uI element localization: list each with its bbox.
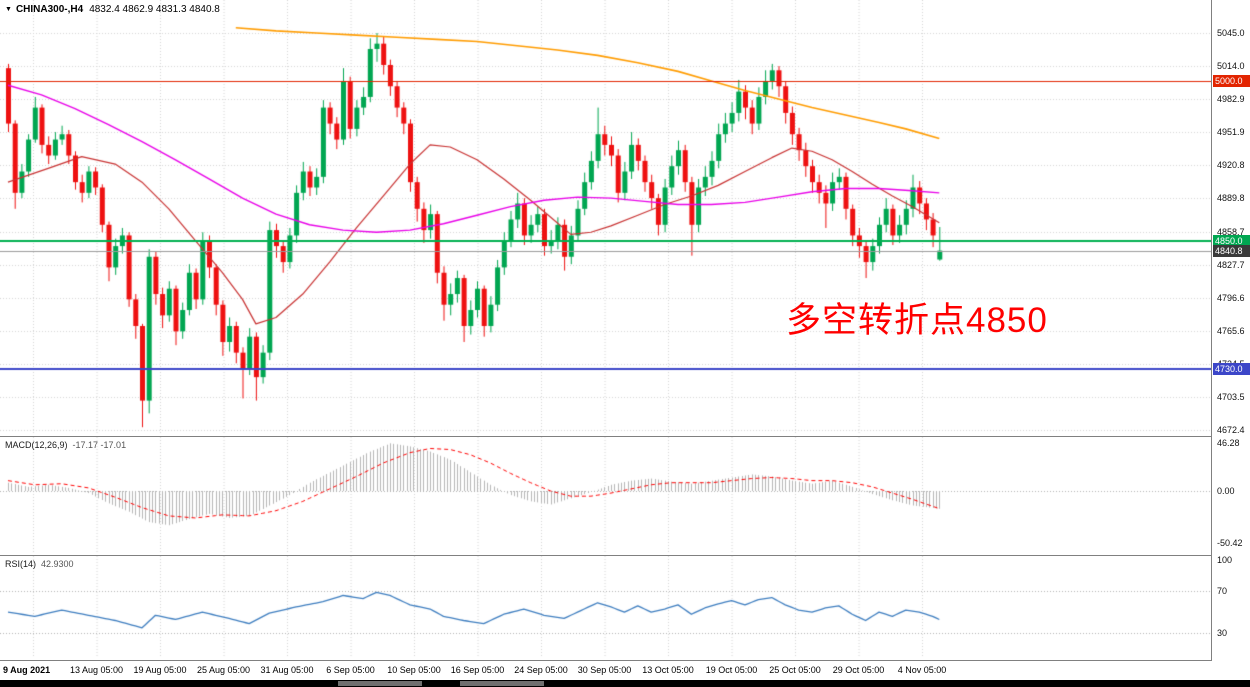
time-axis-label: 24 Sep 05:00 [514, 665, 568, 675]
price-axis-label: 5014.0 [1217, 61, 1245, 72]
macd-axis-label: 46.28 [1217, 438, 1240, 448]
time-axis-label: 13 Oct 05:00 [642, 665, 694, 675]
time-axis-label: 19 Aug 05:00 [133, 665, 187, 675]
chart-ohlc-values: 4832.4 4862.9 4831.3 4840.8 [89, 4, 220, 15]
rsi-axis-label: 30 [1217, 628, 1228, 638]
price-tag: 4730.0 [1213, 363, 1250, 375]
time-axis-label: 16 Sep 05:00 [450, 665, 505, 675]
price-axis-label: 4672.4 [1217, 425, 1245, 435]
price-axis-label: 4920.8 [1217, 160, 1245, 171]
rsi-value: 42.9300 [41, 559, 74, 569]
time-axis-label: 30 Sep 05:00 [577, 665, 632, 675]
macd-label: MACD(12,26,9) -17.17 -17.01 [5, 440, 126, 450]
price-chart-canvas[interactable] [0, 0, 1212, 435]
panel-separator-timeaxis [0, 660, 1250, 661]
rsi-label: RSI(14) 42.9300 [5, 559, 74, 569]
price-axis-label: 4703.5 [1217, 391, 1245, 402]
macd-axis-label: 0.00 [1217, 486, 1235, 496]
price-axis-label: 4858.7 [1217, 226, 1245, 237]
time-axis-label: 31 Aug 05:00 [260, 665, 314, 675]
price-axis-label: 4765.6 [1217, 325, 1245, 336]
rsi-axis-label: 70 [1217, 586, 1228, 597]
time-axis-label: 19 Oct 05:00 [705, 665, 758, 675]
time-axis-label: 10 Sep 05:00 [387, 665, 441, 675]
price-axis-label: 4951.9 [1217, 127, 1245, 138]
price-axis-label: 5045.0 [1217, 28, 1245, 38]
macd-name: MACD(12,26,9) [5, 440, 68, 450]
macd-axis-label: -50.42 [1217, 538, 1243, 549]
panel-separator-rsi[interactable] [0, 555, 1250, 556]
taskbar-segment [460, 681, 544, 686]
chart-annotation-text[interactable]: 多空转折点4850 [786, 301, 1048, 340]
macd-values: -17.17 -17.01 [72, 440, 127, 450]
rsi-axis-label: 100 [1217, 555, 1233, 565]
time-axis-label: 25 Aug 05:00 [196, 665, 251, 675]
time-axis-label: 13 Aug 05:00 [69, 665, 124, 675]
price-axis-label: 4796.6 [1217, 292, 1245, 303]
price-axis[interactable]: 5045.0 5014.0 4982.9 4951.9 4920.8 4889.8 4858… [1211, 0, 1250, 661]
taskbar-segment [338, 681, 422, 686]
macd-panel-canvas[interactable] [0, 437, 1212, 554]
time-axis-label: 29 Oct 05:00 [832, 665, 885, 675]
time-axis[interactable]: 9 Aug 2021 13 Aug 05:00 19 Aug 05:00 25 Aug… [0, 661, 1250, 680]
chart-title: ▼ CHINA300-,H4 4832.4 4862.9 4831.3 4840.8 [5, 4, 220, 15]
price-axis-label: 4982.9 [1217, 94, 1245, 105]
time-axis-label: 9 Aug 2021 [3, 665, 51, 675]
time-axis-label: 6 Sep 05:00 [326, 665, 375, 675]
time-axis-label: 4 Nov 05:00 [897, 665, 947, 675]
price-tag: 4840.8 [1213, 245, 1250, 257]
time-axis-label: 25 Oct 05:00 [769, 665, 821, 675]
chart-menu-icon[interactable]: ▼ [5, 5, 12, 13]
price-axis-label: 4827.7 [1217, 259, 1245, 270]
panel-separator-macd[interactable] [0, 436, 1250, 437]
price-axis-label: 4889.8 [1217, 193, 1245, 204]
price-tag: 4850.0 [1213, 235, 1250, 247]
rsi-panel-canvas[interactable] [0, 556, 1212, 658]
rsi-name: RSI(14) [5, 559, 37, 569]
chart-symbol-period: CHINA300-,H4 [15, 4, 84, 15]
taskbar-strip [0, 680, 1250, 687]
price-tag: 5000.0 [1213, 75, 1250, 87]
